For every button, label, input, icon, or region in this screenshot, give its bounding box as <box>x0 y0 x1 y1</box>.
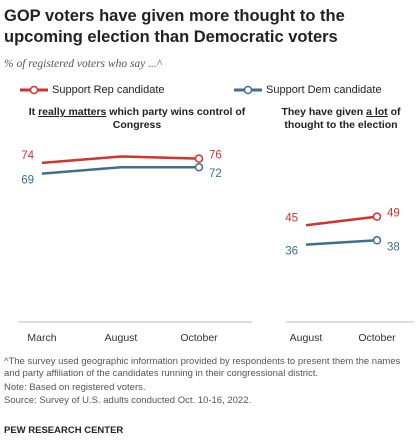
footnote-note: Note: Based on registered voters. <box>4 382 146 393</box>
panel-2-dem-end-marker <box>372 236 382 245</box>
panel-1-title: It really matters which party wins contr… <box>28 106 246 131</box>
legend-dem-swatch <box>234 85 262 95</box>
panel-2-dem-line <box>305 239 378 246</box>
panel-1-rep-end-marker <box>194 154 204 163</box>
panel-2-dem-end-label: 38 <box>387 241 400 253</box>
footnote-method: ^The survey used geographic information … <box>4 356 401 379</box>
legend-dem-label: Support Dem candidate <box>266 84 382 96</box>
panel-1-rep-start-label: 74 <box>21 150 34 162</box>
panel-1-dem-line <box>41 165 199 175</box>
chart-subtitle: % of registered voters who say ...^ <box>4 58 162 70</box>
panel-2-title: They have given a lot of thought to the … <box>281 106 401 131</box>
footnote-source: Source: Survey of U.S. adults conducted … <box>4 395 252 406</box>
panel-2-rep-start-label: 45 <box>285 212 298 224</box>
panel-2-rep-end-marker <box>372 212 382 221</box>
panel-1-dem-end-marker <box>194 162 204 172</box>
panel-2-rep-line <box>305 215 378 227</box>
panel-2-x-tick-label: August <box>290 332 323 344</box>
panel-1-dem-start-label: 69 <box>21 175 34 187</box>
panel-2-dem-start-label: 36 <box>285 246 298 258</box>
chart-title: GOP voters have given more thought to th… <box>4 7 345 46</box>
panel-2-rep-end-label: 49 <box>387 208 400 220</box>
panel-1-x-tick-label: October <box>180 332 218 344</box>
brand-label: PEW RESEARCH CENTER <box>4 425 124 436</box>
panel-1-x-tick-label: August <box>105 332 138 344</box>
panel-2-x-tick-label: October <box>358 332 396 344</box>
panel-1-x-tick-label: March <box>27 332 56 344</box>
panel-1-rep-line <box>41 155 200 165</box>
legend-rep-label: Support Rep candidate <box>52 84 165 96</box>
panel-1-dem-end-label: 72 <box>209 168 222 180</box>
panel-1-rep-end-label: 76 <box>209 150 222 162</box>
legend-rep-swatch <box>20 85 48 95</box>
